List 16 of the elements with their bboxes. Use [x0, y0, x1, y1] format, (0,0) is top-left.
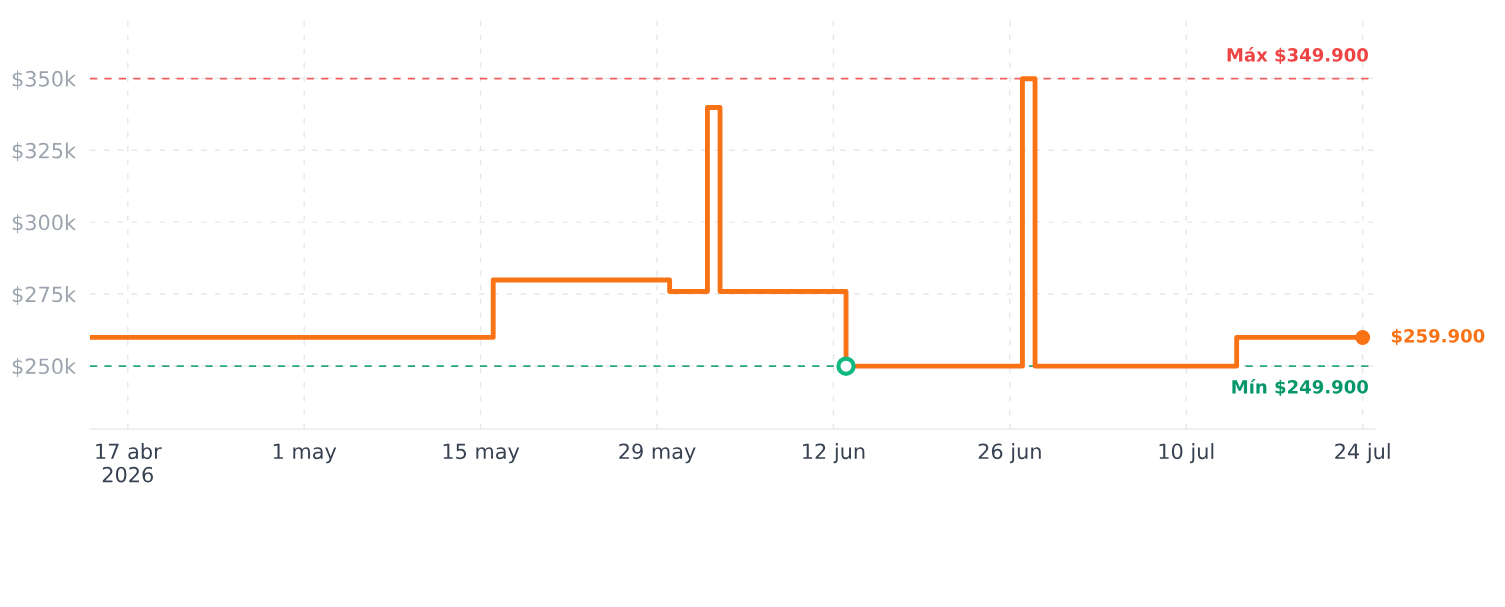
ref-line-label: Mín $249.900 [1232, 378, 1368, 397]
x-tick-label: 12 jun [803, 443, 865, 464]
y-tick-label: $350k [12, 70, 77, 90]
ref-line-label: Máx $349.900 [1227, 47, 1368, 65]
x-tick-label: 24 jul [1335, 443, 1390, 464]
x-tick-label: 29 may [619, 443, 696, 464]
annotation: $259.900 [1391, 328, 1485, 346]
y-tick-label: $250k [12, 357, 77, 377]
y-tick-label: $300k [12, 214, 77, 234]
x-tick-label: 26 jun [978, 443, 1041, 464]
x-tick-label: 1 may [273, 443, 337, 464]
x-tick-label: 17 abr 2026 [96, 443, 162, 483]
y-tick-label: $275k [12, 286, 77, 306]
x-tick-label: 10 jul [1159, 443, 1214, 464]
x-tick-label: 15 may [443, 443, 520, 464]
y-tick-label: $325k [12, 142, 77, 162]
